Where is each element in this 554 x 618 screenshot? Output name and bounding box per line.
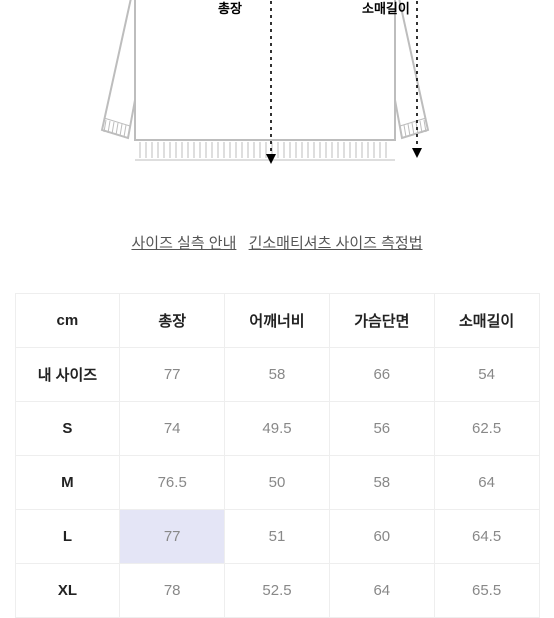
diagram-label-total-length: 총장 <box>218 0 242 17</box>
cell-value: 54 <box>434 348 539 402</box>
table-row: XL7852.56465.5 <box>15 564 539 618</box>
cell-value: 58 <box>225 348 330 402</box>
cell-value: 51 <box>225 510 330 564</box>
th-col-0: 총장 <box>120 294 225 348</box>
th-col-2: 가슴단면 <box>329 294 434 348</box>
table-row: M76.5505864 <box>15 456 539 510</box>
cell-value: 77 <box>120 510 225 564</box>
cell-value: 77 <box>120 348 225 402</box>
row-label: 내 사이즈 <box>15 348 120 402</box>
link-size-guide[interactable]: 사이즈 실측 안내 <box>131 235 236 252</box>
links-row: 사이즈 실측 안내 긴소매티셔츠 사이즈 측정법 <box>0 232 554 253</box>
table-row: 내 사이즈77586654 <box>15 348 539 402</box>
cell-value: 58 <box>329 456 434 510</box>
cell-value: 50 <box>225 456 330 510</box>
cell-value: 76.5 <box>120 456 225 510</box>
cell-value: 78 <box>120 564 225 618</box>
table-row: L77516064.5 <box>15 510 539 564</box>
cell-value: 52.5 <box>225 564 330 618</box>
cell-value: 65.5 <box>434 564 539 618</box>
cell-value: 74 <box>120 402 225 456</box>
cell-value: 64.5 <box>434 510 539 564</box>
cell-value: 60 <box>329 510 434 564</box>
table-header-row: cm 총장 어깨너비 가슴단면 소매길이 <box>15 294 539 348</box>
cell-value: 64 <box>329 564 434 618</box>
cell-value: 62.5 <box>434 402 539 456</box>
cell-value: 56 <box>329 402 434 456</box>
link-long-sleeve-method[interactable]: 긴소매티셔츠 사이즈 측정법 <box>249 235 423 252</box>
row-label: S <box>15 402 120 456</box>
cell-value: 66 <box>329 348 434 402</box>
row-label: L <box>15 510 120 564</box>
size-table: cm 총장 어깨너비 가슴단면 소매길이 내 사이즈77586654S7449.… <box>15 293 540 618</box>
row-label: M <box>15 456 120 510</box>
th-unit: cm <box>15 294 120 348</box>
row-label: XL <box>15 564 120 618</box>
th-col-1: 어깨너비 <box>225 294 330 348</box>
th-col-3: 소매길이 <box>434 294 539 348</box>
diagram-label-sleeve-length: 소매길이 <box>362 0 410 17</box>
cell-value: 49.5 <box>225 402 330 456</box>
cell-value: 64 <box>434 456 539 510</box>
garment-diagram: 총장 소매길이 <box>0 0 554 190</box>
table-row: S7449.55662.5 <box>15 402 539 456</box>
